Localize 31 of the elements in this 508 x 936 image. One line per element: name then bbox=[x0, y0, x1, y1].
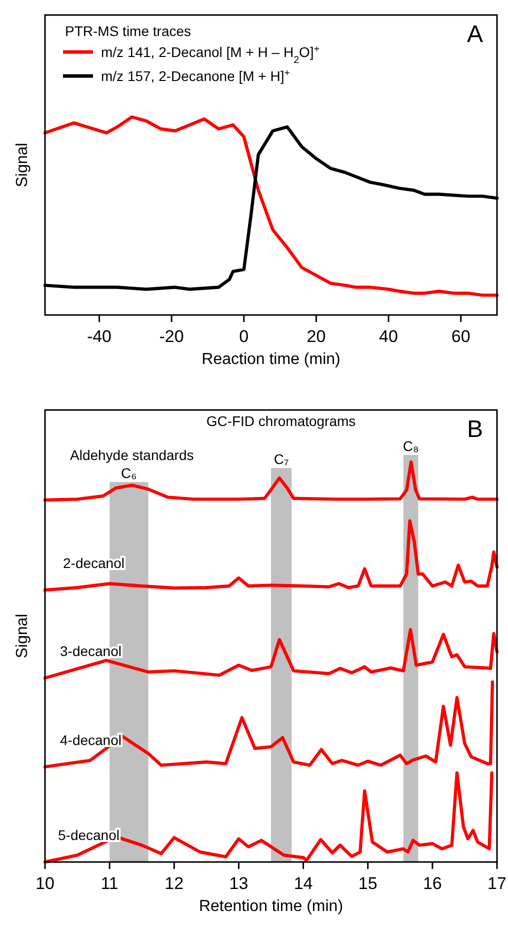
legend-label: m/z 141, 2-Decanol [M + H – H$_{2}$O]$^{+}$ bbox=[101, 44, 320, 66]
x-tick-label: 16 bbox=[422, 874, 442, 893]
band-label: C₆ bbox=[121, 465, 137, 481]
series-label: 3-decanol bbox=[60, 643, 122, 659]
chart-title: GC-FID chromatograms bbox=[206, 413, 356, 429]
y-axis-title: Signal bbox=[14, 614, 31, 658]
text: A bbox=[466, 21, 483, 48]
band-label: C₈ bbox=[402, 438, 419, 454]
x-tick-label: -40 bbox=[86, 327, 112, 346]
legend-title: PTR-MS time traces bbox=[65, 23, 192, 39]
x-tick-label: -20 bbox=[159, 327, 184, 346]
x-axis-title: Reaction time (min) bbox=[202, 351, 340, 368]
text: B bbox=[466, 416, 483, 443]
x-axis-title: Retention time (min) bbox=[198, 898, 344, 915]
x-tick-label: 14 bbox=[294, 874, 313, 893]
series-label: 2-decanol bbox=[63, 555, 124, 571]
x-tick-label: 10 bbox=[36, 874, 54, 893]
x-tick-label: 0 bbox=[239, 327, 249, 346]
x-tick-label: 17 bbox=[488, 874, 506, 893]
x-tick-label: 13 bbox=[229, 874, 248, 893]
legend-label: m/z 157, 2-Decanone [M + H]$^{+}$ bbox=[101, 68, 290, 84]
x-tick-label: 12 bbox=[164, 874, 184, 893]
x-tick-label: 40 bbox=[379, 327, 398, 346]
x-tick-label: 15 bbox=[358, 874, 378, 893]
text: Aldehyde standards bbox=[70, 447, 194, 463]
y-axis-title: Signal bbox=[14, 142, 31, 188]
band-label: C₇ bbox=[274, 451, 289, 467]
x-tick-label: 20 bbox=[306, 327, 326, 346]
x-tick-label: 60 bbox=[451, 327, 470, 346]
x-tick-label: 11 bbox=[100, 874, 118, 893]
series-label: 5-decanol bbox=[58, 827, 120, 843]
